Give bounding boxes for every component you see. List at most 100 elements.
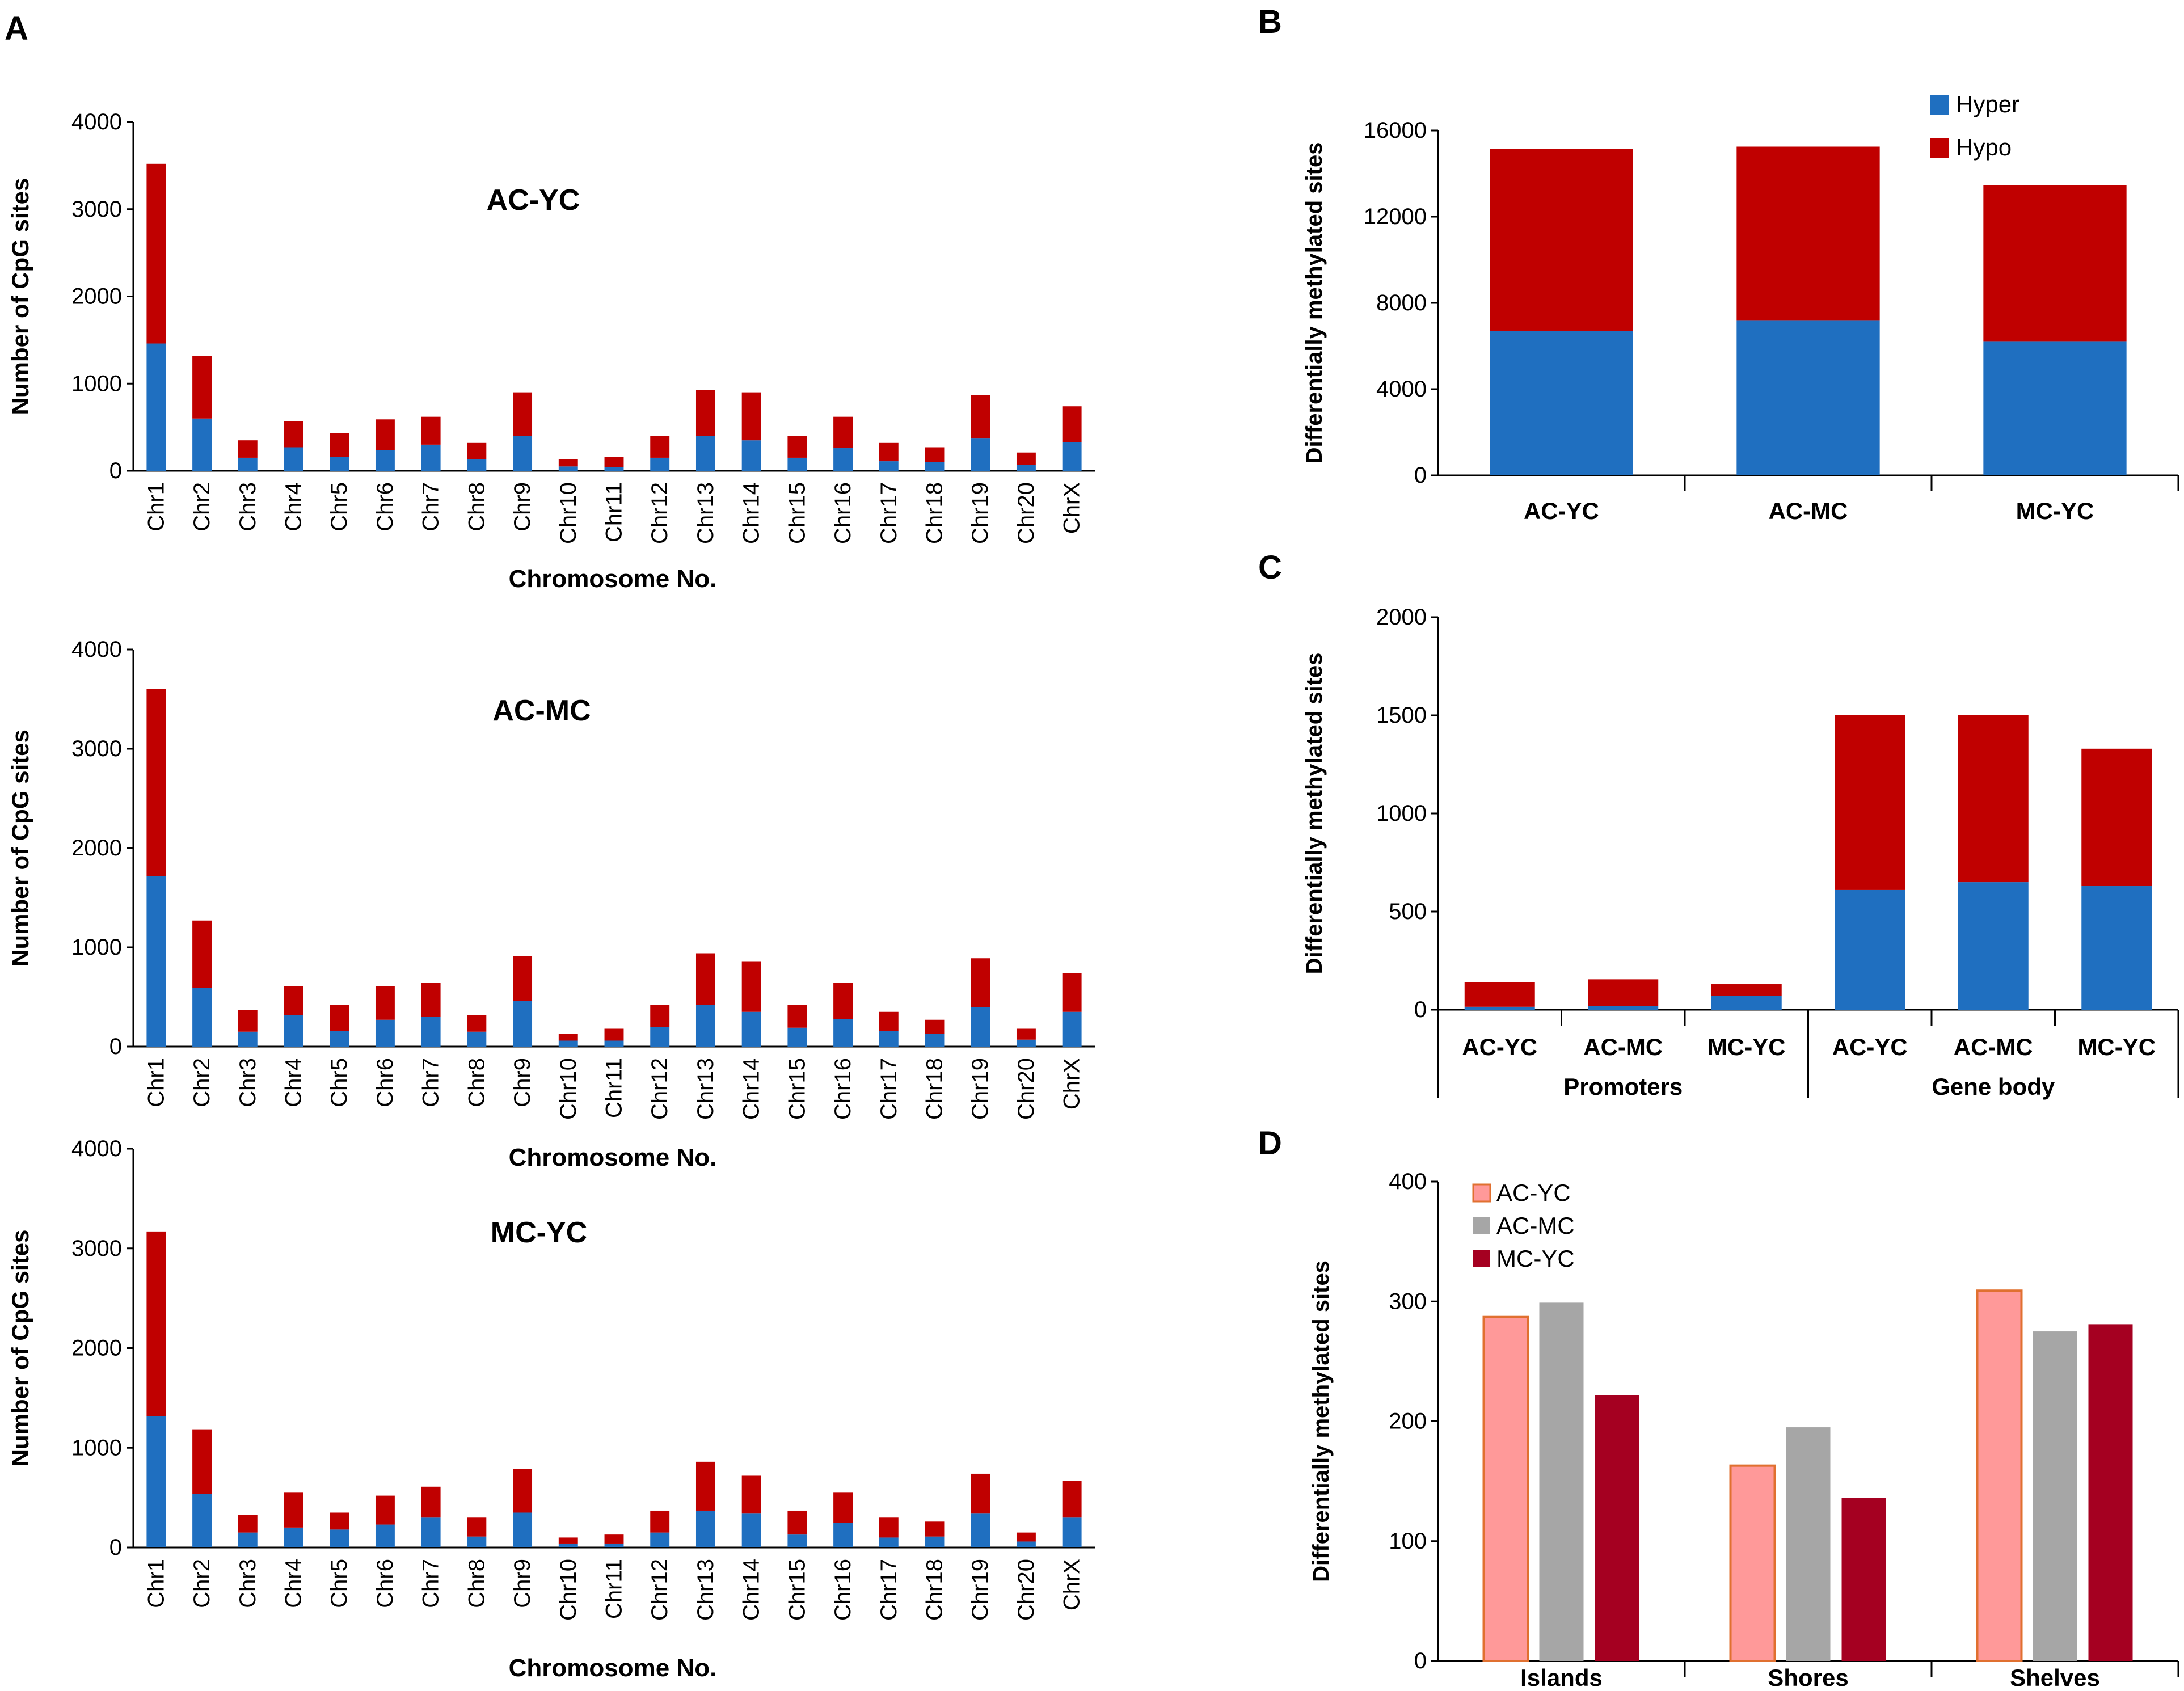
bar-hyper-chr19 — [971, 438, 990, 471]
x-tick-label: Chr9 — [510, 1559, 535, 1608]
bar-hypo-ac-mc — [1736, 146, 1880, 321]
bar-hyper-chr14 — [741, 1513, 761, 1547]
bar-hypo-chr14 — [741, 392, 761, 441]
bar-hyper-chr3 — [238, 1031, 258, 1047]
bar-ac-mc-shores — [1786, 1427, 1831, 1661]
bar-hypo-chrx — [1062, 973, 1082, 1012]
bar-hyper-chr2 — [192, 418, 212, 471]
x-tick-label: Chr12 — [647, 1559, 672, 1621]
bar-hypo-chr4 — [284, 986, 303, 1015]
x-tick-label: Chr4 — [281, 1559, 306, 1608]
x-tick-label: Chr3 — [235, 1058, 260, 1107]
bar-ac-mc-shelves — [2033, 1331, 2077, 1661]
bar-hyper-chr3 — [238, 457, 258, 471]
bar-hyper-chr15 — [787, 457, 807, 471]
y-tick-label: 4000 — [71, 109, 122, 134]
x-tick-label: Chr14 — [739, 1058, 764, 1120]
x-tick-label: Chr15 — [785, 1559, 809, 1621]
bar-hyper-chr4 — [284, 1015, 303, 1047]
x-tick-label: Chr20 — [1014, 1058, 1039, 1120]
bar-hyper-chr6 — [375, 1019, 395, 1047]
bar-hypo-ac-yc — [1835, 715, 1905, 890]
bar-hypo-mc-yc — [2081, 748, 2152, 887]
bar-hyper-chr9 — [513, 1001, 533, 1047]
y-tick-label: 2000 — [71, 1336, 122, 1361]
bar-hypo-chr4 — [284, 421, 303, 448]
bar-hypo-chr20 — [1016, 452, 1036, 465]
bar-hypo-chrx — [1062, 1481, 1082, 1518]
y-axis-label: Differentially methylated sites — [1302, 142, 1327, 464]
y-tick-label: 4000 — [71, 1136, 122, 1161]
bar-hypo-chr15 — [787, 1005, 807, 1028]
bar-hyper-chr18 — [925, 1034, 945, 1047]
bar-hyper-ac-yc — [1835, 889, 1905, 1010]
bar-hyper-chr20 — [1016, 1039, 1036, 1047]
bar-hyper-chr8 — [467, 1031, 487, 1047]
bar-hypo-chr16 — [833, 1492, 853, 1523]
y-axis-label: Number of CpG sites — [7, 1230, 33, 1467]
group-label-gene-body: Gene body — [1932, 1073, 2055, 1100]
bar-hypo-chr13 — [695, 390, 715, 436]
x-tick-label: Chr18 — [922, 1058, 947, 1120]
chart-title: AC-YC — [487, 184, 580, 217]
bar-hyper-chr12 — [650, 1532, 670, 1547]
bar-hyper-mc-yc — [2081, 886, 2152, 1010]
bar-hypo-chr11 — [604, 457, 624, 467]
bar-hypo-ac-yc — [1490, 149, 1633, 331]
bar-hyper-chr17 — [879, 1537, 899, 1547]
bar-hyper-chr7 — [421, 444, 441, 471]
y-tick-label: 4000 — [1376, 377, 1427, 402]
x-tick-label: Chr19 — [968, 1559, 993, 1621]
bar-hypo-chr5 — [330, 433, 349, 457]
bar-hypo-chr13 — [695, 1461, 715, 1511]
x-tick-label: Chr8 — [464, 482, 489, 532]
bar-hypo-chr2 — [192, 356, 212, 419]
chromosome-chart-ac-yc: 0 1000 2000 3000 4000 Number of CpG sites Chr1… — [7, 109, 1095, 593]
bar-hypo-chr5 — [330, 1512, 349, 1530]
bar-hypo-chr18 — [925, 1521, 945, 1537]
bar-hyper-chr7 — [421, 1017, 441, 1047]
bar-hypo-chr15 — [787, 1510, 807, 1535]
x-tick-label: Chr18 — [922, 1559, 947, 1621]
x-tick-label: Chr7 — [419, 1058, 444, 1107]
bar-hypo-ac-mc — [1958, 715, 2029, 883]
bar-hyper-chr10 — [558, 466, 578, 471]
x-tick-label: Chr2 — [189, 482, 214, 532]
y-axis-label: Differentially methylated sites — [1309, 1260, 1334, 1582]
legend-label-mc-yc: MC-YC — [1496, 1245, 1575, 1272]
x-tick-label: Chr9 — [510, 1058, 535, 1107]
y-tick-label: 4000 — [71, 637, 122, 662]
cpg-context-chart: 0 100 200 300 400 Differentially methylated s… — [1309, 1169, 2179, 1691]
bar-hyper-chr13 — [695, 1510, 715, 1547]
x-tick-label: Chr15 — [785, 1058, 809, 1120]
bar-hypo-chr4 — [284, 1492, 303, 1528]
bar-hypo-chr13 — [695, 953, 715, 1005]
x-tick-label: Chr3 — [235, 482, 260, 532]
x-tick-label: MC-YC — [1707, 1034, 1786, 1060]
bar-hyper-chr5 — [330, 1529, 349, 1547]
bar-hyper-chr20 — [1016, 465, 1036, 471]
y-tick-label: 200 — [1389, 1409, 1427, 1434]
bar-hyper-chr1 — [146, 1416, 166, 1547]
x-tick-label: Chr1 — [144, 1058, 168, 1107]
y-tick-label: 0 — [109, 1535, 122, 1560]
x-tick-label: MC-YC — [2016, 497, 2094, 524]
x-tick-label: Chr14 — [739, 482, 764, 544]
x-tick-label: Chr8 — [464, 1559, 489, 1608]
bar-mc-yc-shores — [1841, 1498, 1886, 1661]
y-axis-label: Differentially methylated sites — [1302, 653, 1327, 975]
chart-title: MC-YC — [491, 1216, 587, 1249]
bar-hyper-chr16 — [833, 448, 853, 471]
x-tick-label: Chr2 — [189, 1058, 214, 1107]
legend-label-hyper: Hyper — [1956, 91, 2019, 117]
x-axis-label: Chromosome No. — [509, 1144, 717, 1171]
bar-hypo-ac-mc — [1588, 979, 1659, 1006]
x-tick-label: Chr11 — [602, 1559, 627, 1619]
bar-hyper-mc-yc — [1711, 996, 1782, 1010]
legend-swatch-ac-mc — [1473, 1217, 1490, 1234]
bar-hypo-chr19 — [971, 1473, 990, 1514]
x-tick-label: Chr17 — [876, 1058, 901, 1120]
bar-hypo-chr3 — [238, 1515, 258, 1533]
bar-hypo-chr12 — [650, 1005, 670, 1027]
